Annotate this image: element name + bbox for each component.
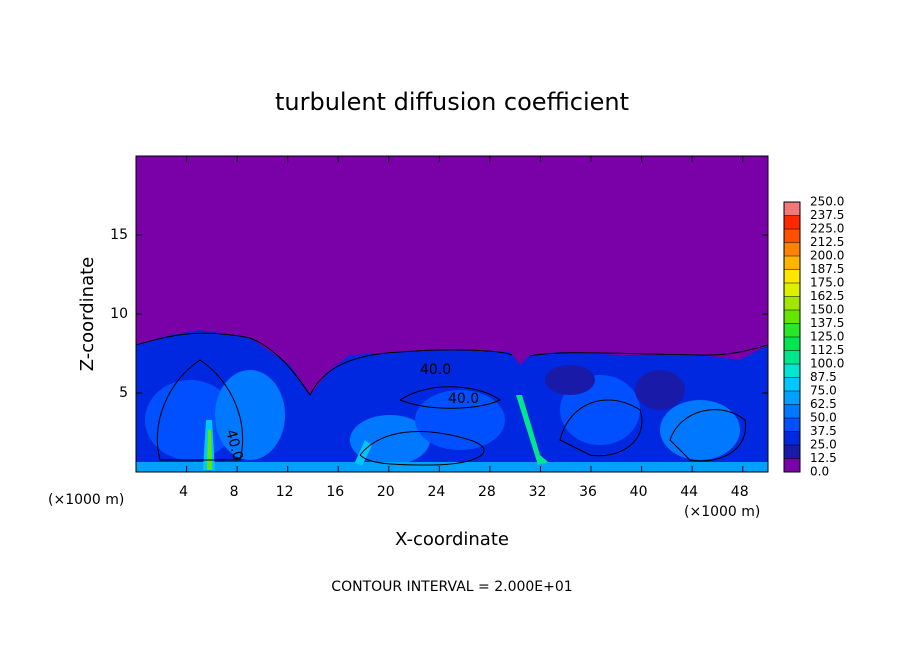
x-tick-label: 32 bbox=[529, 484, 547, 500]
colorbar-segment bbox=[784, 418, 800, 432]
colorbar-label: 187.5 bbox=[810, 262, 844, 276]
field-patch bbox=[215, 370, 285, 460]
x-tick-label: 16 bbox=[326, 484, 344, 500]
x-tick-label: 40 bbox=[630, 484, 648, 500]
colorbar-segment bbox=[784, 215, 800, 229]
colorbar-label: 112.5 bbox=[810, 343, 844, 357]
colorbar-label: 100.0 bbox=[810, 357, 844, 371]
x-unit-label: (×1000 m) bbox=[684, 504, 760, 520]
contour-label: 40.0 bbox=[420, 362, 451, 378]
colorbar-label: 225.0 bbox=[810, 222, 844, 236]
colorbar-segment bbox=[784, 256, 800, 270]
colorbar-segment bbox=[784, 377, 800, 391]
colorbar-segment bbox=[784, 229, 800, 243]
colorbar-label: 162.5 bbox=[810, 289, 844, 303]
contour-label: 40.0 bbox=[448, 391, 479, 407]
y-tick-label: 15 bbox=[110, 227, 128, 243]
contour-label: 40.0 bbox=[222, 428, 246, 462]
colorbar-label: 12.5 bbox=[810, 451, 837, 465]
colorbar-segment bbox=[784, 458, 800, 472]
colorbar-segment bbox=[784, 323, 800, 337]
x-tick-label: 44 bbox=[680, 484, 698, 500]
field-streak bbox=[516, 395, 548, 465]
chart-title: turbulent diffusion coefficient bbox=[275, 88, 629, 116]
field-patch bbox=[545, 365, 595, 395]
colorbar-label: 237.5 bbox=[810, 208, 844, 222]
colorbar-segment bbox=[784, 269, 800, 283]
colorbar-segment bbox=[784, 350, 800, 364]
colorbar-segment bbox=[784, 431, 800, 445]
colorbar-label: 50.0 bbox=[810, 411, 837, 425]
colorbar-label: 37.5 bbox=[810, 424, 837, 438]
colorbar-segment bbox=[784, 242, 800, 256]
colorbar-label: 137.5 bbox=[810, 316, 844, 330]
field bbox=[135, 156, 769, 472]
x-axis-label: X-coordinate bbox=[395, 529, 509, 550]
x-tick-label: 28 bbox=[478, 484, 496, 500]
colorbar-segment bbox=[784, 445, 800, 459]
contour-lines bbox=[135, 332, 769, 466]
footer-note: CONTOUR INTERVAL = 2.000E+01 bbox=[331, 579, 572, 595]
colorbar-segment bbox=[784, 364, 800, 378]
colorbar-segment bbox=[784, 337, 800, 351]
colorbar-label: 62.5 bbox=[810, 397, 837, 411]
x-tick-label: 20 bbox=[377, 484, 395, 500]
x-tick-label: 8 bbox=[230, 484, 239, 500]
y-tick-label: 5 bbox=[119, 385, 128, 401]
colorbar-segment bbox=[784, 310, 800, 324]
x-unit-label: (×1000 m) bbox=[48, 492, 124, 508]
field-patch bbox=[635, 370, 685, 410]
colorbar-label: 250.0 bbox=[810, 195, 844, 209]
colorbar-segment bbox=[784, 296, 800, 310]
colorbar-label: 125.0 bbox=[810, 330, 844, 344]
colorbar-segment bbox=[784, 283, 800, 297]
y-axis-label: Z-coordinate bbox=[77, 257, 98, 372]
colorbar-label: 200.0 bbox=[810, 249, 844, 263]
colorbar-label: 75.0 bbox=[810, 384, 837, 398]
field-patch bbox=[660, 400, 740, 460]
colorbar-label: 150.0 bbox=[810, 303, 844, 317]
colorbar-label: 25.0 bbox=[810, 438, 837, 452]
x-tick-label: 48 bbox=[731, 484, 749, 500]
y-tick-label: 10 bbox=[110, 306, 128, 322]
colorbar-segment bbox=[784, 202, 800, 216]
colorbar-segment bbox=[784, 391, 800, 405]
x-tick-label: 24 bbox=[427, 484, 445, 500]
colorbar-label: 87.5 bbox=[810, 370, 837, 384]
colorbar-label: 175.0 bbox=[810, 276, 844, 290]
field-patch bbox=[415, 390, 505, 450]
colorbar-label: 0.0 bbox=[810, 465, 829, 479]
x-tick-label: 12 bbox=[276, 484, 294, 500]
x-tick-label: 36 bbox=[579, 484, 597, 500]
colorbar-label: 212.5 bbox=[810, 235, 844, 249]
field-patch bbox=[350, 415, 430, 465]
colorbar-segment bbox=[784, 404, 800, 418]
field-patch bbox=[136, 462, 768, 472]
x-tick-label: 4 bbox=[179, 484, 188, 500]
